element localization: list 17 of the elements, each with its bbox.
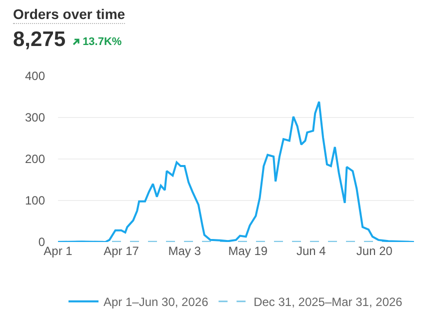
x-tick-label: Apr 1 [44, 244, 73, 258]
x-tick-label: May 19 [228, 244, 268, 258]
line-series [58, 100, 414, 242]
chart-title: Orders over time [13, 6, 126, 24]
legend-label: Apr 1–Jun 30, 2026 [104, 295, 209, 309]
y-tick-label: 300 [24, 110, 46, 125]
chart-subtitle: 8,275 [13, 28, 66, 52]
legend-label: Dec 31, 2025–Mar 31, 2026 [254, 295, 403, 309]
x-tick-label: Jun 20 [356, 244, 393, 258]
x-tick-label: Apr 17 [104, 244, 140, 258]
text: 13.7K% [82, 36, 122, 48]
y-tick-label: 400 [24, 69, 46, 84]
y-tick-label: 100 [24, 194, 46, 208]
y-tick-label: 200 [24, 152, 46, 166]
x-tick-label: May 3 [168, 244, 202, 258]
y-tick-label: 0 [38, 235, 46, 250]
x-tick-label: Jun 4 [296, 244, 326, 258]
